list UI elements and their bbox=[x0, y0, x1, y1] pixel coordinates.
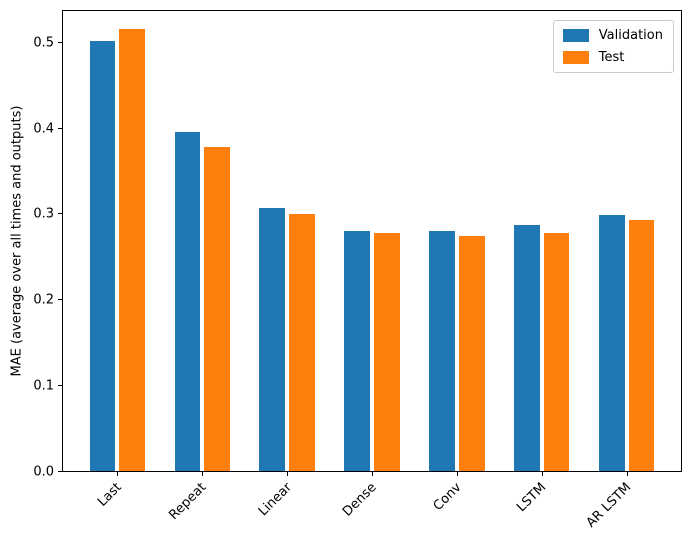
ytick-label: 0.5 bbox=[33, 35, 54, 51]
plot-area: Validation Test bbox=[62, 10, 682, 472]
legend-label-validation: Validation bbox=[598, 28, 663, 43]
ytick-label: 0.4 bbox=[33, 121, 54, 136]
ytick-mark bbox=[58, 385, 62, 387]
validation-swatch bbox=[562, 29, 589, 42]
ytick-label: 0.0 bbox=[33, 464, 54, 480]
xtick-label-conv: Conv bbox=[430, 480, 465, 514]
ytick-mark bbox=[58, 127, 62, 129]
bar-test-dense bbox=[374, 233, 400, 471]
ytick-mark bbox=[58, 471, 62, 472]
legend-label-test: Test bbox=[598, 50, 625, 65]
ytick-label: 0.3 bbox=[33, 206, 54, 222]
bar-test-linear bbox=[289, 214, 315, 471]
xtick-mark bbox=[541, 472, 543, 476]
xtick-mark bbox=[287, 472, 289, 476]
xtick-label-last: Last bbox=[95, 480, 125, 510]
ytick-mark bbox=[58, 299, 62, 301]
test-swatch bbox=[562, 51, 589, 64]
bar-test-conv bbox=[459, 235, 485, 471]
xtick-mark bbox=[117, 472, 119, 476]
xtick-label-lstm: LSTM bbox=[514, 480, 550, 516]
legend: Validation Test bbox=[552, 20, 674, 73]
bar-validation-last bbox=[89, 40, 116, 471]
bar-test-last bbox=[119, 28, 145, 471]
y-axis-label: MAE (average over all times and outputs) bbox=[9, 105, 25, 377]
xtick-label-repeat: Repeat bbox=[166, 480, 210, 523]
ytick-mark bbox=[58, 41, 62, 43]
xtick-mark bbox=[202, 472, 204, 476]
xtick-mark bbox=[626, 472, 628, 476]
ytick-mark bbox=[58, 213, 62, 215]
bar-validation-ar-lstm bbox=[599, 215, 625, 471]
ytick-label: 0.2 bbox=[33, 292, 54, 308]
xtick-mark bbox=[372, 472, 373, 476]
bar-validation-lstm bbox=[514, 225, 540, 471]
xtick-mark bbox=[456, 472, 458, 476]
bar-validation-linear bbox=[259, 208, 285, 471]
xtick-label-dense: Dense bbox=[339, 480, 380, 520]
legend-item-validation: Validation bbox=[562, 28, 663, 43]
bar-validation-conv bbox=[429, 230, 455, 471]
legend-item-test: Test bbox=[562, 50, 663, 65]
bar-test-repeat bbox=[204, 147, 230, 471]
bar-validation-repeat bbox=[174, 131, 200, 471]
bar-test-ar-lstm bbox=[628, 220, 655, 471]
ytick-label: 0.1 bbox=[33, 378, 54, 394]
bar-validation-dense bbox=[344, 230, 370, 471]
xtick-label-linear: Linear bbox=[255, 480, 295, 520]
xtick-label-ar-lstm: AR LSTM bbox=[583, 480, 635, 531]
bar-test-lstm bbox=[543, 233, 570, 471]
